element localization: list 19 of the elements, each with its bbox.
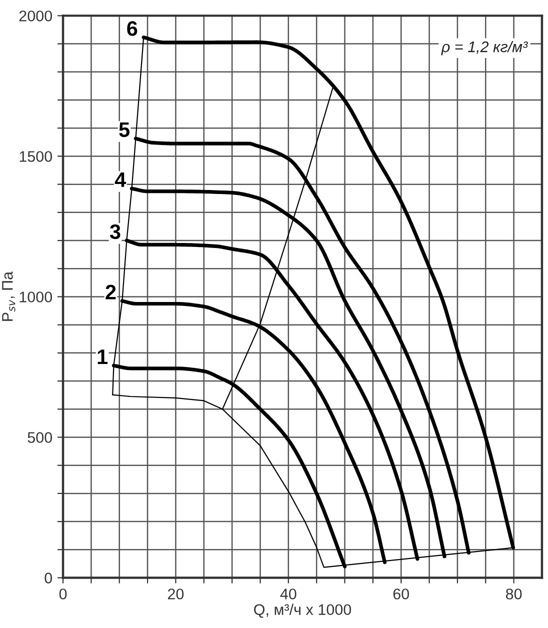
series-label: 4 <box>114 172 126 187</box>
y-tick-label: 0 <box>44 572 52 584</box>
x-tick-label: 20 <box>168 588 184 600</box>
x-tick-label: 80 <box>506 588 522 600</box>
series-label: 2 <box>106 284 116 300</box>
y-tick-label: 500 <box>28 432 52 443</box>
x-tick-label: 60 <box>393 588 410 600</box>
x-tick-label: 40 <box>280 588 296 600</box>
annotation: ρ = 1,2 кг/м³ <box>441 40 528 56</box>
series-label: 5 <box>119 122 130 138</box>
x-tick-label: 0 <box>59 588 67 600</box>
series-label: 3 <box>110 224 120 240</box>
x-axis-title: Q, м³/ч x 1000 <box>254 604 352 618</box>
series-label: 6 <box>127 21 138 36</box>
y-tick-label: 2000 <box>19 10 52 22</box>
series-label: 1 <box>98 350 108 364</box>
y-tick-label: 1000 <box>20 292 52 302</box>
y-tick-label: 1500 <box>20 151 52 162</box>
y-axis-title: P$_{sv}$, Па <box>2 271 16 321</box>
